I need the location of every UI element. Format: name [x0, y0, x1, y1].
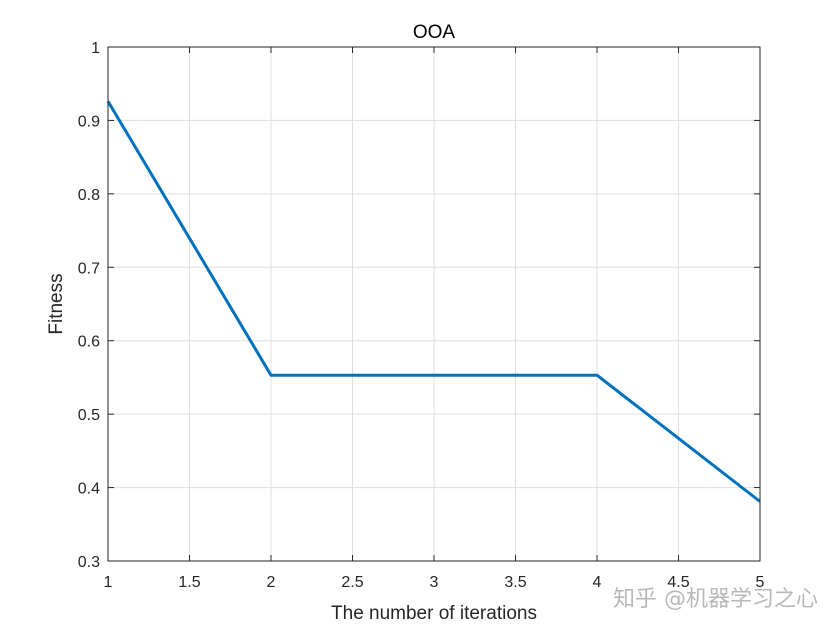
chart-title: OOA [413, 22, 456, 43]
y-tick-label: 0.4 [78, 481, 100, 498]
x-tick-label: 1 [104, 574, 113, 591]
y-tick-label: 0.9 [78, 113, 100, 130]
x-tick-label: 4.5 [667, 574, 689, 591]
x-tick-label: 4 [593, 574, 602, 591]
x-tick-label: 5 [756, 574, 765, 591]
x-tick-label: 1.5 [178, 574, 200, 591]
x-tick-label: 3.5 [504, 574, 526, 591]
y-tick-label: 0.7 [78, 260, 100, 277]
y-tick-label: 0.5 [78, 407, 100, 424]
plot-frame [107, 46, 761, 562]
series-group [106, 100, 761, 503]
watermark-text: 知乎 @机器学习之心 [613, 587, 818, 612]
x-axis-label: The number of iterations [331, 603, 537, 624]
y-tick-labels: 0.3 0.4 0.5 0.6 0.7 0.8 0.9 1 [78, 40, 100, 571]
x-tick-label: 2.5 [341, 574, 363, 591]
y-tick-label: 0.6 [78, 334, 100, 351]
x-tick-label: 3 [430, 574, 439, 591]
x-tick-label: 2 [267, 574, 276, 591]
x-tick-labels: 1 1.5 2 2.5 3 3.5 4 4.5 5 [104, 574, 765, 591]
y-tick-label: 1 [91, 40, 100, 57]
y-tick-label: 0.3 [78, 554, 100, 571]
fitness-series-line [106, 100, 761, 503]
y-tick-label: 0.8 [78, 187, 100, 204]
y-axis-label: Fitness [46, 273, 67, 334]
